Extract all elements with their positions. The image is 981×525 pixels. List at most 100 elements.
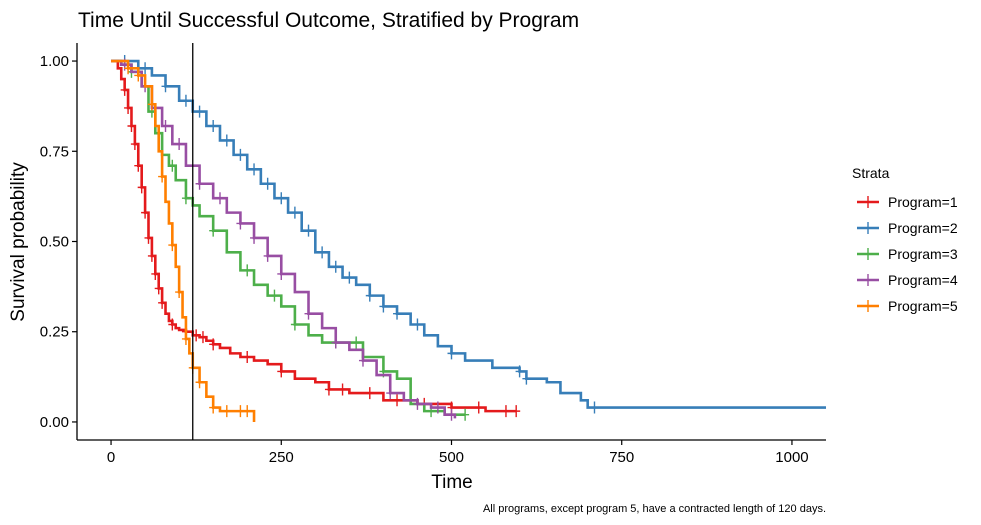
censor-mark <box>215 192 224 205</box>
censor-mark <box>236 217 245 230</box>
censor-mark <box>277 267 286 280</box>
censor-mark <box>515 365 524 378</box>
censor-mark <box>222 405 231 418</box>
censor-mark <box>181 94 190 107</box>
censor-mark <box>379 300 388 313</box>
x-axis-title: Time <box>431 472 473 493</box>
censor-mark <box>141 206 150 219</box>
censor-mark <box>236 405 245 418</box>
censor-mark <box>130 138 139 151</box>
survival-curve-5 <box>111 59 256 422</box>
legend-title: Strata <box>852 165 890 181</box>
censor-mark <box>120 83 129 96</box>
x-tick-label: 750 <box>609 449 634 466</box>
censor-mark <box>365 289 374 302</box>
censor-mark <box>154 282 163 295</box>
censor-mark <box>447 408 456 421</box>
censor-mark <box>304 224 313 237</box>
censor-mark <box>209 120 218 133</box>
chart-title: Time Until Successful Outcome, Stratifie… <box>78 9 579 32</box>
x-tick-label: 250 <box>269 449 294 466</box>
censor-mark <box>127 120 136 133</box>
censor-mark <box>413 318 422 331</box>
censor-mark <box>168 159 177 172</box>
censor-mark <box>365 387 374 400</box>
censor-mark <box>331 260 340 273</box>
censor-mark <box>236 148 245 161</box>
censor-mark <box>158 296 167 309</box>
censor-mark <box>386 387 395 400</box>
survival-curve-3 <box>111 59 466 417</box>
censor-mark <box>263 249 272 262</box>
censor-mark <box>168 239 177 252</box>
censor-mark <box>222 134 231 147</box>
legend-label: Program=4 <box>888 272 958 288</box>
censor-mark <box>522 372 531 385</box>
censor-mark <box>243 264 252 277</box>
censor-mark <box>461 408 470 421</box>
censor-mark <box>137 181 146 194</box>
censor-mark <box>161 120 170 133</box>
legend-label: Program=2 <box>888 220 958 236</box>
censor-mark <box>413 397 422 410</box>
censor-mark <box>161 80 170 93</box>
y-tick-label: 1.00 <box>40 53 69 70</box>
legend-label: Program=5 <box>888 298 958 314</box>
censor-mark <box>158 170 167 183</box>
censor-mark <box>175 138 184 151</box>
censor-mark <box>124 62 133 75</box>
censor-mark <box>512 405 521 418</box>
censor-mark <box>393 394 402 407</box>
legend-label: Program=1 <box>888 194 958 210</box>
censor-mark <box>290 318 299 331</box>
y-tick-label: 0.75 <box>40 143 69 160</box>
x-ticks: 0 250 500 750 1000 <box>107 440 809 466</box>
chart-caption: All programs, except program 5, have a c… <box>483 503 826 515</box>
censor-mark <box>243 350 252 363</box>
censor-mark <box>124 101 133 114</box>
censor-mark <box>324 383 333 396</box>
y-tick-label: 0.50 <box>40 234 69 251</box>
censor-mark <box>501 405 510 418</box>
censor-mark <box>209 401 218 414</box>
censor-mark <box>134 69 143 82</box>
censor-mark <box>474 401 483 414</box>
censor-mark <box>192 329 201 342</box>
censor-mark <box>243 405 252 418</box>
censor-mark <box>250 231 259 244</box>
censor-mark <box>195 376 204 389</box>
censor-mark <box>168 318 177 331</box>
legend-label: Program=3 <box>888 246 958 262</box>
censor-mark <box>147 249 156 262</box>
censor-mark <box>181 332 190 345</box>
censor-mark <box>277 192 286 205</box>
censor-mark <box>198 331 207 344</box>
censor-mark <box>181 192 190 205</box>
censor-mark <box>447 347 456 360</box>
censor-mark <box>250 163 259 176</box>
x-tick-label: 0 <box>107 449 115 466</box>
censor-mark <box>433 401 442 414</box>
censor-mark <box>277 365 286 378</box>
y-ticks: 0.00 0.25 0.50 0.75 1.00 <box>40 53 77 431</box>
censor-mark <box>175 286 184 299</box>
censor-mark <box>141 62 150 75</box>
censor-mark <box>144 231 153 244</box>
survival-curve-2 <box>111 59 826 409</box>
censor-mark <box>209 338 218 351</box>
censor-mark <box>331 336 340 349</box>
censor-mark <box>393 307 402 320</box>
x-tick-label: 500 <box>439 449 464 466</box>
survival-curve-4 <box>111 59 457 419</box>
censor-mark <box>358 354 367 367</box>
legend: Strata Program=1 Program=2 Program=3 Progra… <box>852 165 958 314</box>
censor-mark <box>134 159 143 172</box>
censor-mark <box>290 206 299 219</box>
censor-mark <box>151 267 160 280</box>
censor-mark <box>318 246 327 259</box>
y-tick-label: 0.00 <box>40 414 69 431</box>
censor-mark <box>263 177 272 190</box>
censor-mark <box>209 224 218 237</box>
censor-mark <box>338 383 347 396</box>
censor-mark <box>195 177 204 190</box>
